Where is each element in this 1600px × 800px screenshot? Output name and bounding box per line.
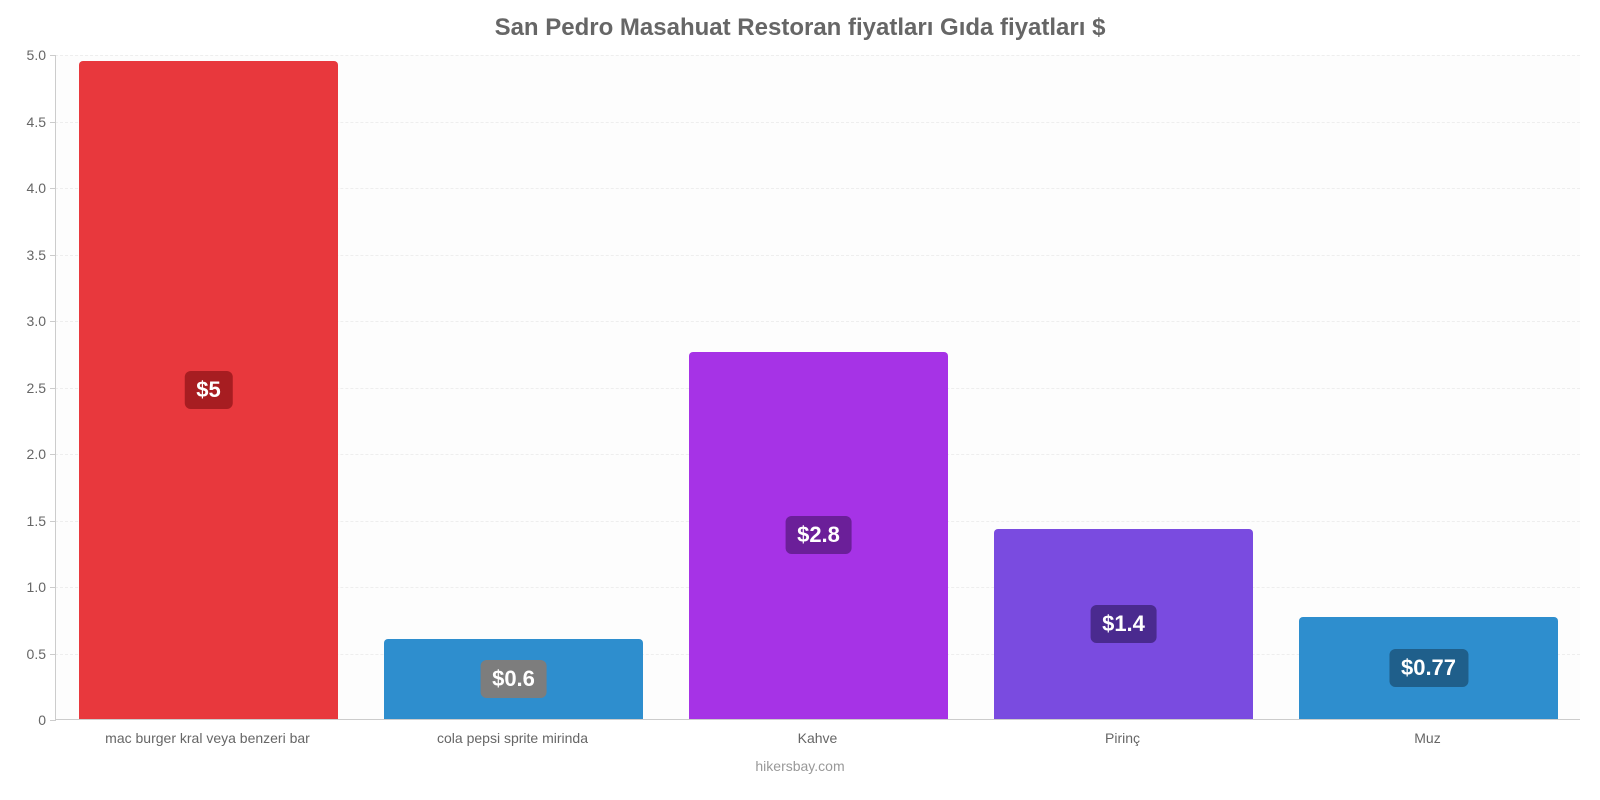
value-badge: $0.77 (1389, 649, 1468, 687)
y-tick-label: 4.0 (27, 180, 46, 196)
y-tick-label: 1.5 (27, 513, 46, 529)
value-badge: $0.6 (480, 660, 547, 698)
chart-title: San Pedro Masahuat Restoran fiyatları Gı… (0, 14, 1600, 42)
bar: $2.8 (689, 352, 948, 719)
bar: $5 (79, 61, 338, 719)
x-axis-label: Muz (1414, 730, 1440, 746)
value-badge: $2.8 (785, 516, 852, 554)
y-tick-label: 2.0 (27, 446, 46, 462)
x-axis-label: mac burger kral veya benzeri bar (105, 730, 310, 746)
y-tick-mark (50, 720, 56, 721)
y-tick-label: 0 (38, 712, 46, 728)
bar: $0.77 (1299, 617, 1558, 719)
value-badge: $1.4 (1090, 605, 1157, 643)
x-axis-label: Kahve (798, 730, 838, 746)
y-tick-label: 5.0 (27, 47, 46, 63)
x-axis-label: cola pepsi sprite mirinda (437, 730, 588, 746)
value-badge: $5 (184, 371, 232, 409)
bar: $1.4 (994, 529, 1253, 719)
y-tick-label: 1.0 (27, 579, 46, 595)
bars-container: $5 $0.6 $2.8 $1.4 $0.77 (56, 55, 1580, 719)
x-axis-label: Pirinç (1105, 730, 1140, 746)
y-tick-label: 2.5 (27, 380, 46, 396)
y-tick-label: 0.5 (27, 646, 46, 662)
plot-area: 00.51.01.52.02.53.03.54.04.55.0 $5$0.6$2… (55, 55, 1580, 720)
bar: $0.6 (384, 639, 643, 719)
y-tick-label: 3.0 (27, 313, 46, 329)
attribution-text: hikersbay.com (0, 758, 1600, 774)
y-tick-label: 4.5 (27, 114, 46, 130)
y-tick-label: 3.5 (27, 247, 46, 263)
price-bar-chart: San Pedro Masahuat Restoran fiyatları Gı… (0, 0, 1600, 800)
